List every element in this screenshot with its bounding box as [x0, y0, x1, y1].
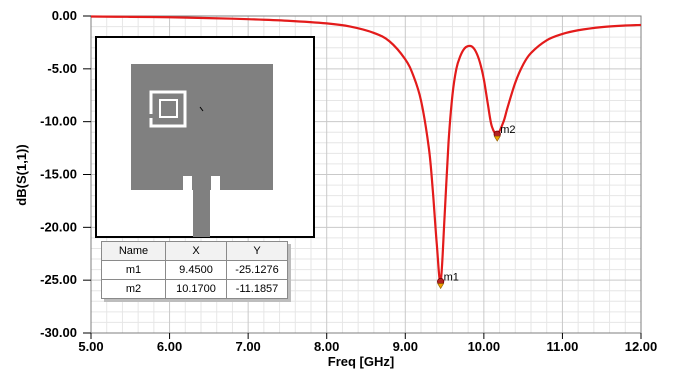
y-tick-labels: 0.00 -5.00 -10.00 -15.00 -20.00 -25.00 -30.00: [40, 8, 91, 340]
table-row: m1 9.4500 -25.1276: [101, 260, 288, 280]
marker-y: -25.1276: [226, 260, 288, 280]
x-tick-label: 10.00: [468, 339, 501, 354]
marker-triangle: [493, 135, 501, 142]
x-tick-labels: 5.00 6.00 7.00 8.00 9.00 10.00 11.00 12.00: [78, 333, 657, 354]
ring-gap: [149, 114, 154, 118]
y-tick-label: 0.00: [52, 8, 77, 23]
marker-label: m1: [444, 272, 459, 284]
feed-inset-notch-left: [183, 176, 192, 191]
y-axis-title: dB(S(1,1)): [14, 144, 29, 205]
feed-inset-notch-right: [211, 176, 220, 191]
x-tick-label: 7.00: [235, 339, 260, 354]
header-x: X: [165, 241, 227, 261]
x-axis-title: Freq [GHz]: [328, 354, 394, 369]
marker-y: -11.1857: [226, 279, 288, 299]
marker-name: m2: [101, 279, 166, 299]
table-row: m2 10.1700 -11.1857: [101, 279, 288, 299]
marker-x: 10.1700: [165, 279, 227, 299]
x-tick-label: 5.00: [78, 339, 103, 354]
x-tick-label: 11.00: [547, 339, 579, 354]
cursor-tick: [199, 106, 204, 112]
y-tick-label: -5.00: [47, 61, 77, 76]
marker-table-header: Name X Y: [101, 241, 288, 261]
series-layer: [90, 15, 642, 283]
square-ring-slot-outer: [149, 90, 187, 128]
header-y: Y: [226, 241, 288, 261]
series-line: [90, 15, 642, 283]
y-tick-label: -15.00: [40, 167, 77, 182]
header-name: Name: [101, 241, 166, 261]
marker-name: m1: [101, 260, 166, 280]
antenna-layout-inset: [95, 36, 315, 238]
y-tick-label: -25.00: [40, 272, 77, 287]
y-tick-label: -20.00: [40, 219, 77, 234]
square-ring-slot-inner: [159, 99, 178, 118]
marker-table: Name X Y m1 9.4500 -25.1276 m2 10.1700 -…: [101, 241, 288, 299]
marker-label: m2: [500, 124, 515, 136]
marker-x: 9.4500: [165, 260, 227, 280]
marker-layer: m1 m2: [437, 124, 515, 290]
x-tick-label: 9.00: [393, 339, 418, 354]
feed-line: [193, 176, 210, 237]
marker-triangle: [437, 283, 445, 290]
x-tick-label: 8.00: [314, 339, 339, 354]
x-tick-label: 12.00: [625, 339, 658, 354]
y-tick-label: -30.00: [40, 325, 77, 340]
y-tick-label: -10.00: [40, 114, 77, 129]
x-tick-label: 6.00: [157, 339, 182, 354]
